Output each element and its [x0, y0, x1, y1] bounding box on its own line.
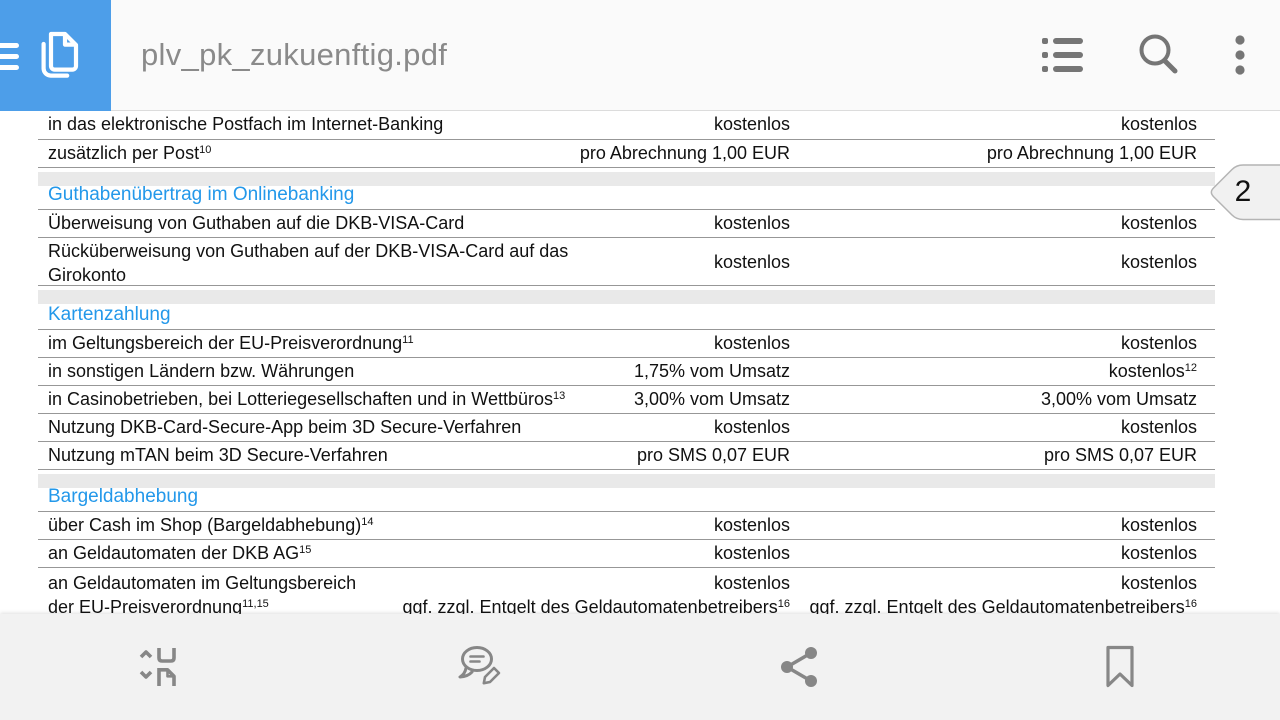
current-page-number: 2 — [1234, 175, 1252, 208]
section-header: Bargeldabhebung — [38, 486, 1215, 512]
table-row: Rücküberweisung von Guthaben auf der DKB… — [38, 238, 1215, 286]
section-header: Kartenzahlung — [38, 304, 1215, 330]
bottom-toolbar — [0, 614, 1280, 720]
bookmark-icon — [1106, 645, 1134, 688]
table-row: an Geldautomaten der DKB AG15 kostenlos … — [38, 540, 1215, 568]
table-row: im Geltungsbereich der EU-Preisverordnun… — [38, 330, 1215, 358]
toc-button[interactable] — [1038, 0, 1090, 110]
row-value-col2: pro SMS 0,07 EUR — [1043, 445, 1197, 465]
page-tab-shape — [1210, 164, 1280, 221]
overflow-menu-button[interactable] — [1218, 0, 1262, 110]
section-title: Guthabenübertrag im Onlinebanking — [48, 184, 355, 205]
footnote-ref: 10 — [199, 144, 212, 156]
row-value-col1: kostenlos — [713, 417, 790, 437]
row-label: Nutzung mTAN beim 3D Secure-Verfahren — [48, 445, 388, 465]
footnote-ref: 15 — [299, 544, 312, 556]
row-value-col1: kostenlos — [713, 213, 790, 233]
table-row: in Casinobetrieben, bei Lotteriegesellsc… — [38, 386, 1215, 414]
table-row: in das elektronische Postfach im Interne… — [38, 111, 1215, 140]
footnote-ref: 16 — [777, 598, 790, 610]
section-title: Bargeldabhebung — [48, 486, 199, 507]
row-value-col1: pro SMS 0,07 EUR — [636, 445, 790, 465]
document-title: plv_pk_zukuenftig.pdf — [141, 37, 448, 72]
toc-list-icon — [1042, 38, 1083, 72]
scroll-mode-icon — [139, 648, 176, 686]
row-value-col1: kostenlos — [713, 333, 790, 353]
row-value-col1: pro Abrechnung 1,00 EUR — [579, 143, 790, 163]
scroll-mode-button[interactable] — [0, 614, 320, 720]
row-label: Überweisung von Guthaben auf die DKB-VIS… — [48, 213, 465, 233]
row-value-col1: kostenlos — [713, 515, 790, 535]
section-separator — [38, 474, 1215, 488]
row-label: Nutzung DKB-Card-Secure-App beim 3D Secu… — [48, 417, 522, 437]
table-row: Nutzung DKB-Card-Secure-App beim 3D Secu… — [38, 414, 1215, 442]
row-value-col2: kostenlos — [1120, 543, 1197, 563]
row-value-col1: kostenlos — [713, 252, 790, 272]
row-label: an Geldautomaten der DKB AG — [48, 543, 300, 563]
row-value-col1: kostenlos — [713, 543, 790, 563]
row-value-col2: kostenlos12 — [1108, 361, 1197, 381]
row-label: in das elektronische Postfach im Interne… — [48, 114, 444, 134]
footnote-ref: 11,15 — [242, 598, 269, 610]
annotate-button[interactable] — [320, 614, 640, 720]
footnote-ref: 11 — [402, 334, 414, 346]
row-value-col2: kostenlos ggf. zzgl. Entgelt des Geldaut… — [809, 573, 1197, 614]
footnote-ref: 14 — [361, 516, 374, 528]
row-label: über Cash im Shop (Bargeldabhebung) — [48, 515, 362, 535]
table-row: in sonstigen Ländern bzw. Währungen 1,75… — [38, 358, 1215, 386]
row-value-col1: kostenlos ggf. zzgl. Entgelt des Geldaut… — [402, 573, 790, 614]
row-label: in sonstigen Ländern bzw. Währungen — [48, 361, 355, 381]
table-row: Nutzung mTAN beim 3D Secure-Verfahren pr… — [38, 442, 1215, 470]
row-value-col2: kostenlos — [1120, 333, 1197, 353]
section-separator — [38, 172, 1215, 186]
row-label: an Geldautomaten im Geltungsbereich der … — [48, 573, 357, 614]
pdf-page-view[interactable]: in das elektronische Postfach im Interne… — [0, 111, 1280, 614]
app-bar: plv_pk_zukuenftig.pdf — [0, 0, 1280, 111]
page-number-indicator[interactable]: 2 — [1206, 163, 1280, 223]
table-row: zusätzlich per Post10 pro Abrechnung 1,0… — [38, 140, 1215, 168]
search-button[interactable] — [1132, 0, 1184, 110]
row-value-col2: pro Abrechnung 1,00 EUR — [986, 143, 1197, 163]
table-row: über Cash im Shop (Bargeldabhebung)14 ko… — [38, 512, 1215, 540]
section-separator — [38, 290, 1215, 304]
row-label: Rücküberweisung von Guthaben auf der DKB… — [48, 241, 569, 285]
nav-drawer-tile[interactable] — [0, 0, 111, 111]
search-icon — [1139, 34, 1178, 74]
row-value-col2: kostenlos — [1120, 417, 1197, 437]
fee-table: in das elektronische Postfach im Interne… — [38, 111, 1215, 614]
overflow-menu-icon — [1235, 35, 1245, 75]
footnote-ref: 13 — [552, 390, 566, 402]
annotate-comment-icon — [458, 646, 501, 685]
row-label: im Geltungsbereich der EU-Preisverordnun… — [48, 333, 403, 353]
row-value-col2: kostenlos — [1120, 515, 1197, 535]
row-label: zusätzlich per Post — [48, 143, 200, 163]
row-value-col2: 3,00% vom Umsatz — [1040, 389, 1197, 409]
share-icon — [781, 647, 817, 687]
share-button[interactable] — [640, 614, 960, 720]
footnote-ref: 12 — [1184, 362, 1197, 374]
row-value-col2: kostenlos — [1120, 213, 1197, 233]
table-row: Überweisung von Guthaben auf die DKB-VIS… — [38, 210, 1215, 238]
row-label: in Casinobetrieben, bei Lotteriegesellsc… — [48, 389, 553, 409]
row-value-col1: 3,00% vom Umsatz — [633, 389, 790, 409]
row-value-col1: 1,75% vom Umsatz — [633, 361, 790, 381]
row-value-col1: kostenlos — [713, 114, 790, 134]
bookmark-button[interactable] — [960, 614, 1280, 720]
row-value-col2: kostenlos — [1120, 114, 1197, 134]
row-value-col2: kostenlos — [1120, 252, 1197, 272]
footnote-ref: 16 — [1184, 598, 1197, 610]
section-title: Kartenzahlung — [48, 304, 171, 325]
table-row: an Geldautomaten im Geltungsbereich der … — [38, 568, 1215, 614]
section-header: Guthabenübertrag im Onlinebanking — [38, 184, 1215, 210]
